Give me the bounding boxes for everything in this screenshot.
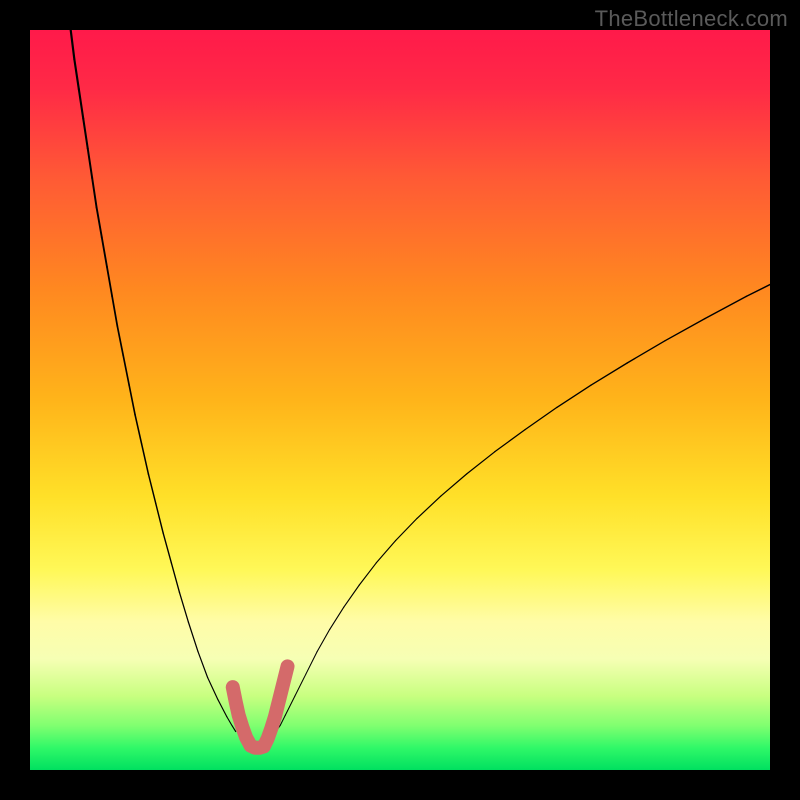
curve-left_branch: [123, 356, 129, 386]
curve-right_branch: [525, 407, 557, 429]
curve-right_branch: [557, 385, 591, 407]
curve-left_branch: [92, 178, 96, 208]
curve-left_branch: [208, 678, 218, 700]
bottleneck-chart: [30, 30, 770, 770]
curve-right_branch: [467, 452, 495, 474]
curve-left_branch: [218, 700, 227, 717]
curve-left_branch: [163, 533, 171, 563]
curve-left_branch: [117, 326, 123, 356]
curve-left_branch: [83, 119, 87, 149]
curve-left_branch: [198, 652, 208, 678]
curve-right_branch: [627, 341, 665, 363]
marker-left_segment: [233, 687, 251, 745]
marker-right_segment: [264, 666, 288, 746]
curve-right_branch: [396, 518, 417, 540]
curve-right_branch: [746, 285, 770, 297]
curve-right_branch: [330, 607, 344, 629]
curve-right_branch: [295, 674, 306, 696]
curve-right_branch: [376, 541, 395, 563]
watermark-text: TheBottleneck.com: [595, 6, 788, 32]
curve-right_branch: [591, 363, 627, 385]
curve-right_branch: [441, 474, 467, 496]
curve-left_branch: [156, 504, 163, 534]
curve-right_branch: [359, 563, 376, 585]
curve-left_branch: [179, 592, 188, 622]
curve-left_branch: [227, 717, 232, 726]
curve-left_branch: [74, 60, 78, 90]
curve-left_branch: [129, 385, 135, 415]
curve-right_branch: [417, 496, 441, 518]
curve-left_branch: [112, 296, 117, 326]
curve-left_branch: [107, 267, 112, 297]
curve-left_branch: [71, 30, 75, 60]
curve-left_branch: [142, 444, 149, 474]
curve-left_branch: [135, 415, 142, 445]
curve-left_branch: [148, 474, 155, 504]
curve-left_branch: [188, 622, 198, 652]
curve-right_branch: [705, 296, 746, 318]
curve-right_branch: [495, 430, 525, 452]
curve-right_branch: [306, 652, 317, 674]
curve-left_branch: [102, 237, 107, 267]
curve-right_branch: [285, 696, 295, 715]
curve-left_branch: [79, 89, 83, 119]
curve-left_branch: [171, 563, 179, 593]
chart-curves: [30, 30, 770, 770]
curve-left_branch: [88, 148, 92, 178]
curve-right_branch: [317, 629, 330, 651]
curve-left_branch: [97, 208, 102, 238]
curve-right_branch: [344, 585, 360, 607]
curve-right_branch: [665, 319, 705, 341]
